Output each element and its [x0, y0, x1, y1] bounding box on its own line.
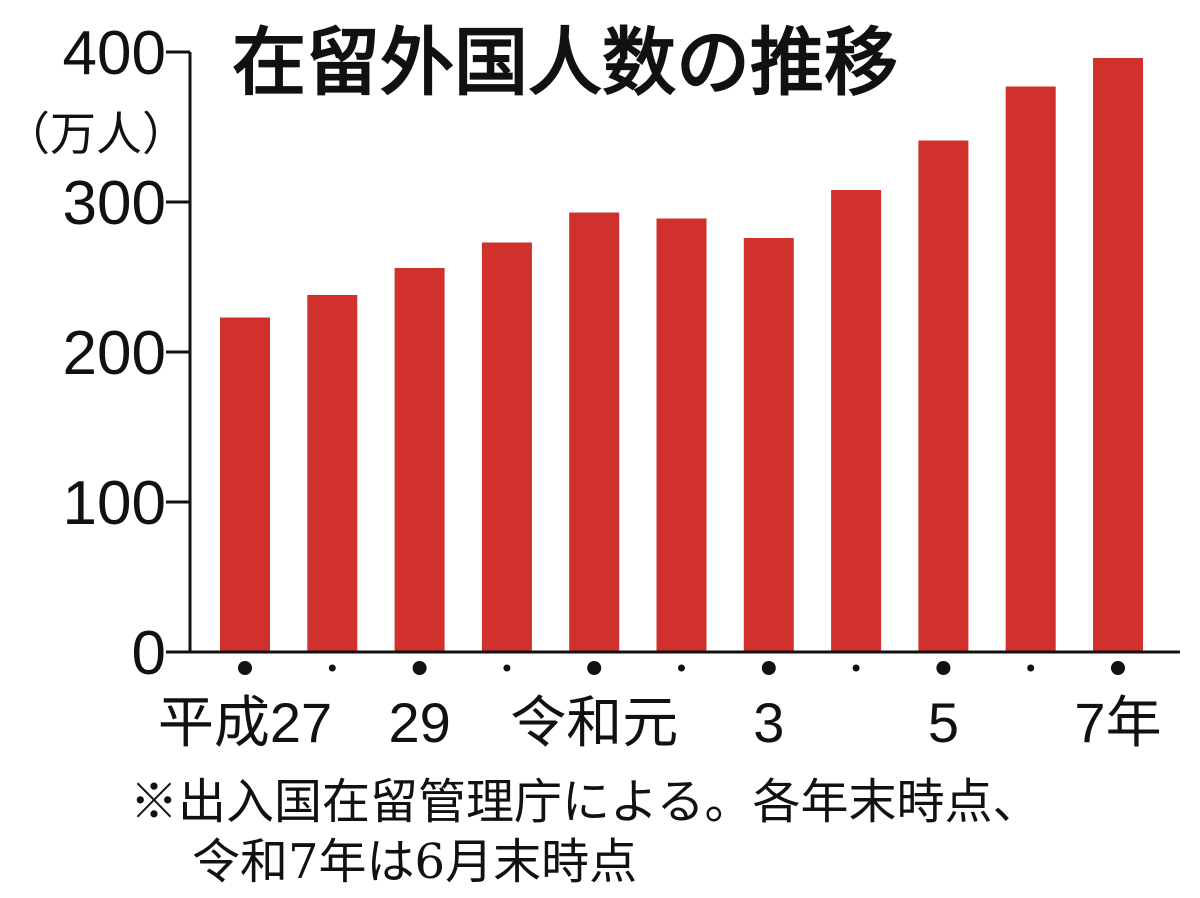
bar-7	[831, 190, 882, 652]
x-tick-dot-10	[1111, 661, 1125, 675]
y-ticks-group: 0 100 200 300 400	[63, 19, 190, 688]
x-tick-label-2: 29	[388, 691, 450, 754]
x-ticks-group: 平成27 29 令和元 3 5 7年	[158, 661, 1162, 754]
source-note-line2: 令和7年は6月末時点	[192, 834, 637, 890]
bar-8	[918, 140, 969, 652]
x-tick-label-8: 5	[928, 691, 959, 754]
x-tick-label-10: 7年	[1074, 691, 1161, 754]
bars-group	[220, 58, 1143, 652]
x-tick-dot-5	[678, 664, 685, 672]
x-tick-dot-3	[503, 664, 511, 672]
y-axis-label: （万人）	[4, 108, 188, 160]
x-tick-dot-1	[328, 664, 336, 672]
bar-10	[1093, 58, 1143, 652]
x-tick-dot-8	[936, 661, 951, 675]
chart-title: 在留外国人数の推移	[232, 20, 898, 106]
y-tick-label-1: 100	[63, 469, 166, 538]
y-tick-label-0: 0	[132, 619, 166, 688]
x-tick-dot-9	[1027, 664, 1035, 672]
y-tick-label-4: 400	[63, 19, 166, 88]
bar-5	[656, 218, 707, 652]
bar-9	[1005, 86, 1056, 652]
bar-3	[481, 242, 532, 652]
x-tick-dot-6	[761, 661, 776, 675]
x-tick-dot-4	[587, 661, 602, 675]
y-tick-label-3: 300	[63, 169, 166, 238]
bar-4	[569, 212, 620, 652]
bar-0	[220, 317, 270, 652]
bar-6	[743, 238, 794, 652]
x-tick-label-6: 3	[753, 691, 784, 754]
bar-2	[394, 268, 445, 652]
x-tick-dot-0	[238, 661, 252, 675]
x-tick-dot-7	[852, 664, 860, 672]
x-tick-label-4: 令和元	[510, 691, 678, 754]
y-tick-label-2: 200	[63, 319, 166, 388]
x-tick-dot-2	[412, 661, 427, 675]
bar-1	[307, 295, 358, 652]
source-note-line1: ※出入国在留管理庁による。各年末時点、	[130, 774, 1041, 830]
x-tick-label-0: 平成27	[158, 691, 332, 754]
